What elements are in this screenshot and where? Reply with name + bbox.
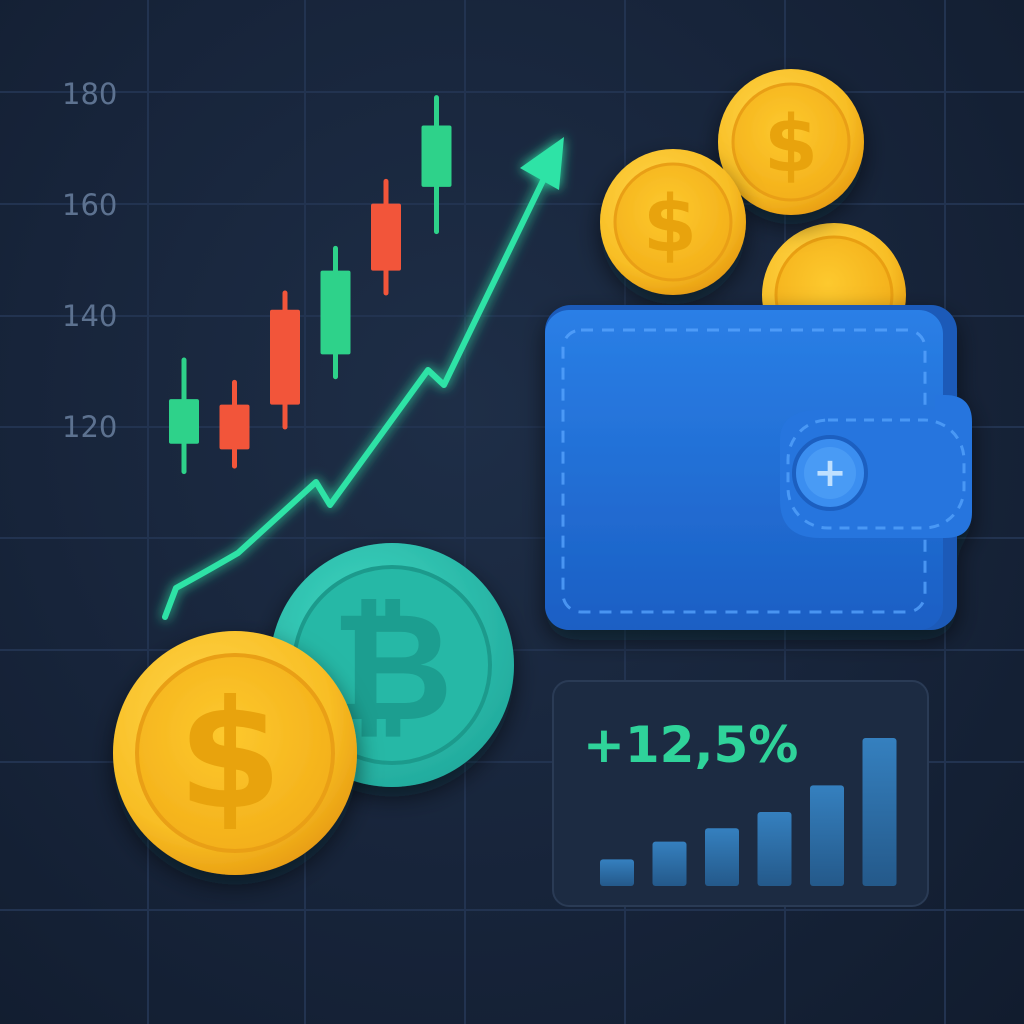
growth-bars: [600, 738, 897, 886]
candle-body-up: [169, 399, 199, 444]
growth-bar: [705, 828, 739, 886]
candle-body-down: [219, 404, 250, 450]
trend-line: [162, 157, 556, 620]
axis-tick-label: 180: [62, 77, 117, 111]
wallet-clasp-inner: [804, 447, 856, 499]
axis-tick-label: 160: [62, 188, 117, 222]
gold-coin-middle: $: [600, 149, 746, 295]
gold-coin-large: $: [113, 631, 357, 875]
plus-icon: +: [813, 450, 847, 496]
growth-bar: [652, 841, 687, 886]
wallet-icon: +: [545, 305, 972, 630]
candlestick-chart: [169, 95, 452, 475]
wallet-strap-stitching: [786, 418, 966, 530]
candle-body-up: [320, 270, 351, 355]
dollar-icon: $: [178, 669, 282, 843]
price-axis: 180 160 140 120: [62, 77, 117, 444]
candle-body-down: [371, 203, 401, 271]
growth-bar: [862, 738, 897, 886]
candle-body-up: [421, 125, 452, 187]
growth-bar: [810, 785, 844, 886]
trend-arrow-icon: [162, 137, 564, 620]
axis-tick-label: 140: [62, 299, 117, 333]
arrow-head-icon: [520, 137, 564, 190]
stats-card: +12,5%: [552, 680, 929, 907]
percent-change-label: +12,5%: [583, 716, 798, 774]
candle-body-down: [270, 309, 300, 405]
gold-coin-top: $: [718, 69, 864, 215]
dollar-icon: $: [643, 180, 697, 270]
axis-tick-label: 120: [62, 410, 117, 444]
wallet-body: [545, 310, 943, 630]
dollar-icon: $: [764, 100, 818, 190]
growth-bar: [600, 859, 634, 886]
growth-bar: [757, 812, 792, 886]
